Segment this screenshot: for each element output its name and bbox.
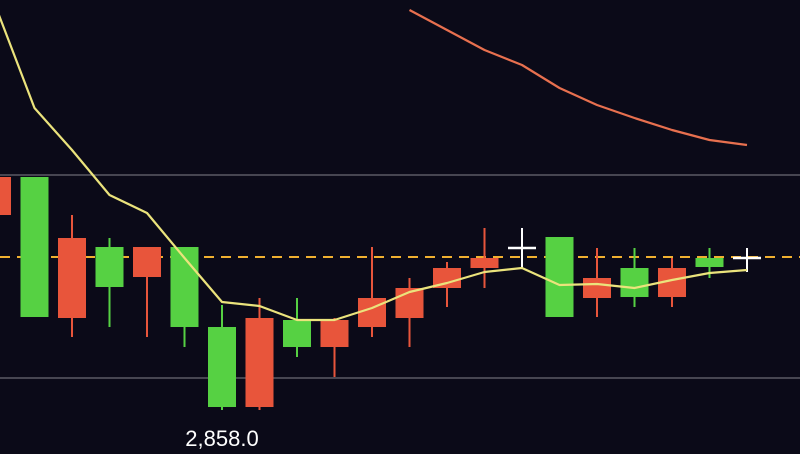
candle-body	[208, 327, 236, 407]
candle-body	[545, 237, 574, 317]
moving-average-line	[408, 9, 748, 147]
candle-body	[358, 298, 386, 327]
candle-body	[470, 258, 499, 268]
candle-body	[133, 247, 161, 277]
candle-body	[320, 320, 349, 347]
low-annotation: 2,858.0	[185, 426, 258, 451]
candle-body	[170, 247, 199, 327]
candle-body	[620, 268, 649, 297]
candle-body	[58, 238, 86, 318]
moving-average-line	[0, 14, 748, 322]
candle-body	[20, 177, 49, 317]
candle-body	[95, 247, 124, 287]
candle-body	[433, 268, 461, 288]
candle-body	[695, 258, 724, 267]
candle-body	[0, 177, 11, 215]
candle-body	[283, 320, 311, 347]
candle-body	[245, 318, 274, 407]
candle-body	[583, 278, 611, 298]
